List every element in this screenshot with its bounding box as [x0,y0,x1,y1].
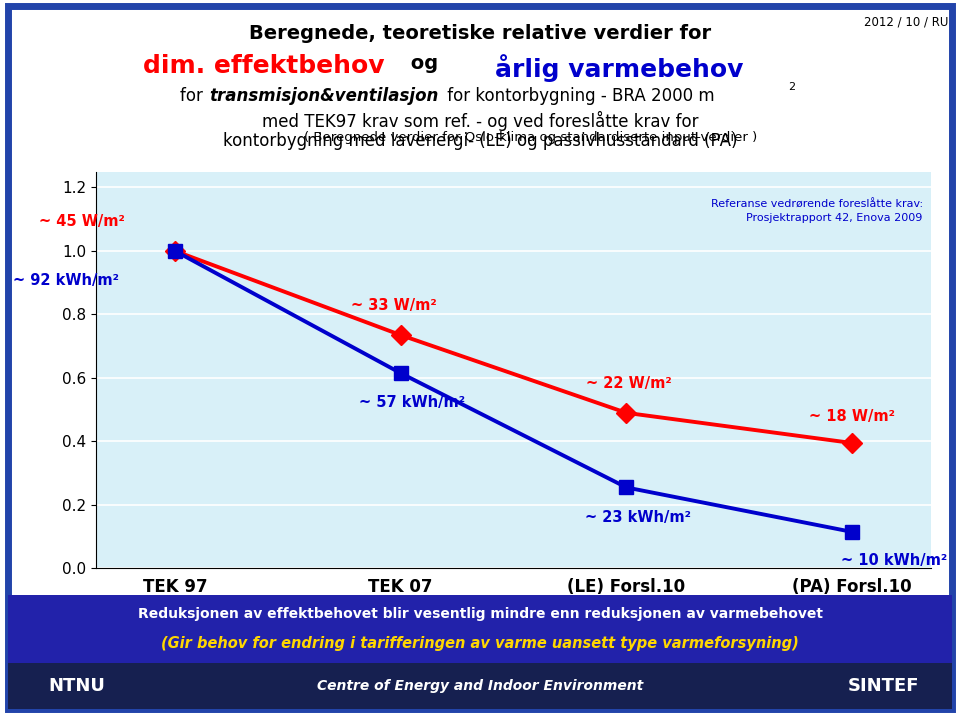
Text: Referanse vedrørende foreslåtte krav:
Prosjektrapport 42, Enova 2009: Referanse vedrørende foreslåtte krav: Pr… [710,199,923,223]
Text: 2: 2 [788,82,795,92]
Text: for kontorbygning - BRA 2000 m: for kontorbygning - BRA 2000 m [442,87,714,105]
Text: ~ 57 kWh/m²: ~ 57 kWh/m² [359,395,465,410]
Text: ~ 33 W/m²: ~ 33 W/m² [351,298,437,313]
Bar [8,649,952,709]
Text: NTNU: NTNU [48,677,106,695]
Text: for: for [180,87,208,105]
Text: SINTEF: SINTEF [848,677,919,695]
Text: ~ 18 W/m²: ~ 18 W/m² [809,409,895,424]
Bar [8,663,952,709]
Text: (Gir behov for endring i tarifferingen av varme uansett type varmeforsyning): (Gir behov for endring i tarifferingen a… [161,636,799,651]
Text: og: og [404,54,444,74]
Text: ~ 92 kWh/m²: ~ 92 kWh/m² [12,273,119,288]
Text: ( Beregnede verdier for Oslo-klima og standardiserte input-verdier ): ( Beregnede verdier for Oslo-klima og st… [303,132,756,144]
Text: med TEK97 krav som ref. - og ved foreslåtte krav for: med TEK97 krav som ref. - og ved foreslå… [262,111,698,131]
Text: ~ 45 W/m²: ~ 45 W/m² [39,214,126,229]
Text: Beregnede, teoretiske relative verdier for: Beregnede, teoretiske relative verdier f… [249,24,711,44]
Text: transmisjon&ventilasjon: transmisjon&ventilasjon [209,87,439,105]
Text: Reduksjonen av effektbehovet blir vesentlig mindre enn reduksjonen av varmebehov: Reduksjonen av effektbehovet blir vesent… [137,607,823,621]
Bar [8,595,952,663]
Text: ~ 23 kWh/m²: ~ 23 kWh/m² [585,510,691,525]
Text: dim. effektbehov: dim. effektbehov [143,54,385,79]
FancyBboxPatch shape [8,6,952,709]
Text: ~ 22 W/m²: ~ 22 W/m² [586,375,672,390]
Text: årlig varmebehov: årlig varmebehov [495,54,743,82]
Text: ~ 10 kWh/m²: ~ 10 kWh/m² [841,553,948,568]
Text: Centre of Energy and Indoor Environment: Centre of Energy and Indoor Environment [317,679,643,693]
Text: kontorbygning med lavenergi- (LE) og passivhusstandard (PA): kontorbygning med lavenergi- (LE) og pas… [223,132,737,149]
Text: 2012 / 10 / RU: 2012 / 10 / RU [864,16,948,29]
Text: Reduksjonen av effektbehovet blir vesentlig mindre enn reduksjonen av varmebehov: Reduksjonen av effektbehovet blir vesent… [137,654,823,669]
Text: (Gir behov for endring i tarifferingen av varme uansett type varmeforsyning): (Gir behov for endring i tarifferingen a… [161,679,799,694]
